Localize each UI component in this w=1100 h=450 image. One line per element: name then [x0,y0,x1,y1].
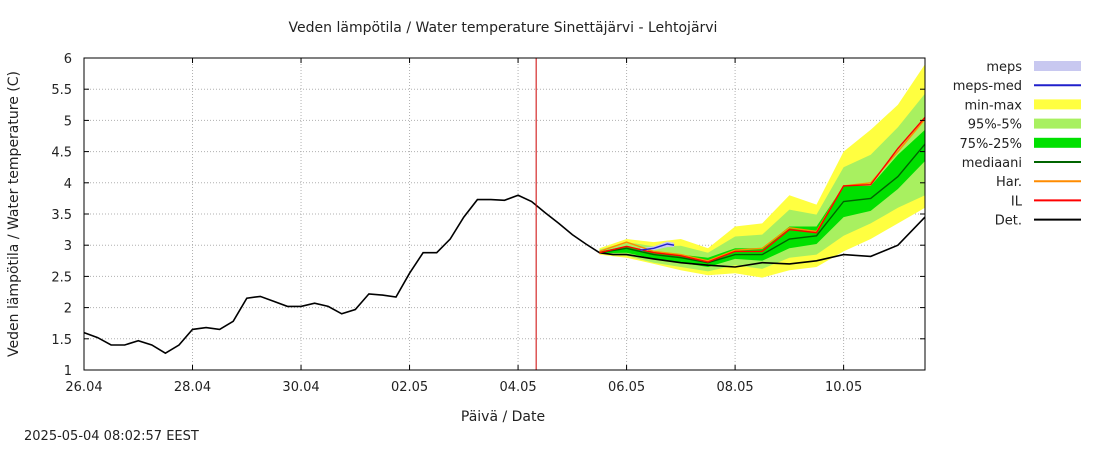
x-ticks: 26.04 28.04 30.04 02.05 04.05 06.05 08.05 10.05 [65,58,862,395]
grid [84,58,925,370]
y-axis-label: Veden lämpötila / Water temperature (C) [6,71,22,357]
legend-label-75-25: 75%-25% [960,137,1022,152]
band-75-25 [599,129,925,267]
y-tick-label: 5 [64,114,72,129]
x-axis-label: Päivä / Date [461,409,545,425]
series-det-line [83,194,926,355]
x-tick-label: 08.05 [716,380,753,395]
legend-label-meps-med: meps-med [953,79,1022,94]
legend-label-95-5: 95%-5% [968,118,1022,133]
y-tick-label: 2 [64,302,72,317]
y-tick-label: 1 [64,364,72,379]
series-har--line [599,118,926,262]
legend-swatch-meps [1034,61,1081,71]
y-tick-label: 3.5 [51,208,72,223]
y-tick-label: 5.5 [51,83,72,98]
x-tick-label: 30.04 [282,380,319,395]
legend-swatch-75-25 [1034,137,1081,148]
series-meps-med-line [640,243,675,251]
y-tick-label: 4 [64,177,72,192]
legend-label-det: Det. [995,214,1022,229]
chart-title: Veden lämpötila / Water temperature Sine… [289,20,718,36]
timestamp: 2025-05-04 08:02:57 EEST [24,429,199,444]
series-il-line [599,116,926,263]
x-tick-label: 26.04 [65,380,102,395]
band-95-5 [599,93,925,272]
series-lines [83,116,926,355]
legend-swatch-95-5 [1034,118,1081,129]
x-tick-label: 28.04 [174,380,211,395]
y-tick-label: 2.5 [51,270,72,285]
x-tick-label: 02.05 [391,380,428,395]
y-tick-label: 4.5 [51,146,72,161]
y-tick-label: 6 [64,52,72,67]
legend-label-har: Har. [996,175,1022,190]
x-tick-label: 10.05 [825,380,862,395]
x-tick-label: 04.05 [499,380,536,395]
y-tick-label: 1.5 [51,333,72,348]
legend-label-il: IL [1011,194,1023,209]
x-tick-label: 06.05 [608,380,645,395]
legend: meps meps-med min-max 95%-5% 75%-25% mediaani… [953,60,1081,229]
legend-label-min-max: min-max [964,98,1022,113]
series-mediaani-line [599,143,926,264]
y-ticks: 1 1.5 2 2.5 3 3.5 4 4.5 5 5.5 6 [51,52,925,379]
legend-swatch-min-max [1034,99,1081,110]
y-tick-label: 3 [64,239,72,254]
legend-label-mediaani: mediaani [962,156,1022,171]
legend-label-meps: meps [986,60,1022,75]
